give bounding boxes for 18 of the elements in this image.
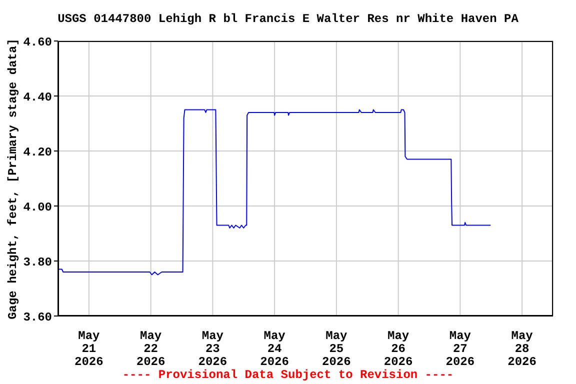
line-series [58, 109, 492, 276]
y-tick-label: 3.60 [23, 310, 52, 324]
chart-title: USGS 01447800 Lehigh R bl Francis E Walter Res nr White Haven PA [56, 12, 520, 26]
x-tick-label: May 28 2026 [508, 329, 536, 369]
y-axis-title: Gage height, feet, [Primary stage data] [6, 38, 20, 319]
x-tick-label: May 27 2026 [446, 329, 475, 369]
x-tick-label: May 25 2026 [322, 329, 351, 369]
y-tick-label: 4.60 [23, 35, 52, 50]
y-tick-label: 3.80 [23, 255, 52, 270]
y-tick-label: 4.20 [23, 145, 52, 160]
x-tick-label: May 21 2026 [74, 329, 104, 369]
y-tick-label: 4.00 [23, 200, 52, 214]
x-tick-label: May 22 2026 [136, 329, 166, 369]
x-tick-label: May 23 2026 [198, 329, 228, 369]
text: ---- Provisional Data Subject to Revision ---- [121, 368, 455, 382]
x-tick-label: May 26 2026 [384, 329, 413, 369]
x-tick-label: May 24 2026 [260, 329, 289, 369]
y-tick-label: 4.40 [23, 90, 52, 104]
